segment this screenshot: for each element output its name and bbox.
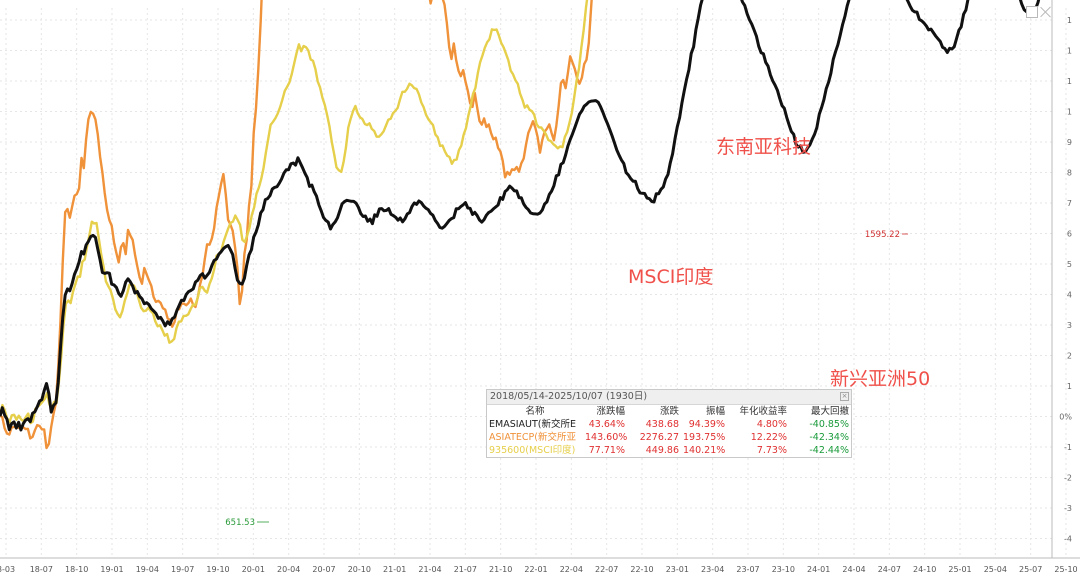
row-change: 438.68: [645, 419, 679, 430]
y-tick-label: 1: [1067, 108, 1072, 117]
x-tick-label: 22-10: [630, 565, 653, 574]
high-value-label: 1595.22: [865, 230, 900, 240]
row-amplitude: 94.39%: [688, 419, 725, 430]
row-name: EMASIAUT(新交所E: [489, 419, 576, 430]
x-tick-label: 24-04: [842, 565, 865, 574]
col-drawdown: 最大回撤: [810, 406, 849, 417]
x-tick-label: 18-07: [30, 565, 53, 574]
row-name: ASIATECP(新交所亚: [489, 432, 576, 443]
y-tick-label: -4: [1064, 535, 1072, 544]
x-tick-label: 23-01: [666, 565, 689, 574]
label-southeast-asia-tech: 东南亚科技: [716, 136, 812, 158]
row-annual: 7.73%: [756, 445, 787, 456]
y-tick-label: 2: [1067, 352, 1072, 361]
row-change-pct: 143.60%: [585, 432, 627, 443]
y-tick-label: 1: [1067, 47, 1072, 56]
y-tick-label: 7: [1067, 199, 1072, 208]
x-tick-label: 25-07: [1019, 565, 1042, 574]
y-tick-label: 1: [1067, 77, 1072, 86]
x-tick-label: 24-07: [878, 565, 901, 574]
y-tick-label: 3: [1067, 321, 1072, 330]
row-amplitude: 140.21%: [683, 445, 726, 456]
row-change-pct: 43.64%: [588, 419, 625, 430]
col-amplitude: 振幅: [705, 406, 725, 417]
stats-grid: 名称 涨跌幅 涨跌 振幅 年化收益率 最大回撤 EMASIAUT(新交所E 43…: [487, 405, 851, 457]
y-tick-label: 4: [1067, 291, 1072, 300]
x-tick-label: 18-10: [65, 565, 88, 574]
x-tick-label: 19-07: [171, 565, 194, 574]
x-tick-label: 21-07: [454, 565, 477, 574]
row-annual: 12.22%: [750, 432, 787, 443]
x-tick-label: 22-04: [560, 565, 583, 574]
col-annual: 年化收益率: [739, 406, 787, 417]
x-tick-label: 19-10: [206, 565, 229, 574]
y-tick-label: -1: [1064, 443, 1072, 452]
stats-header: 2018/05/14-2025/10/07 (1930日) ×: [487, 390, 851, 405]
x-tick-label: 23-07: [736, 565, 759, 574]
y-tick-label: 6: [1067, 230, 1072, 239]
row-change-pct: 77.71%: [588, 445, 625, 456]
stats-header-row: 名称 涨跌幅 涨跌 振幅 年化收益率 最大回撤: [487, 405, 851, 418]
x-tick-label: 20-01: [242, 565, 265, 574]
stats-close-icon[interactable]: ×: [840, 392, 849, 401]
x-tick-label: 21-01: [383, 565, 406, 574]
row-annual: 4.80%: [756, 419, 787, 430]
y-tick-label: 1: [1067, 16, 1072, 25]
x-tick-label: 23-04: [701, 565, 724, 574]
y-tick-label: 1: [1067, 382, 1072, 391]
x-tick-label: 25-10: [1054, 565, 1077, 574]
y-tick-label: 8: [1067, 169, 1072, 178]
x-tick-label: 8-03: [0, 565, 15, 574]
x-tick-label: 21-04: [418, 565, 441, 574]
row-drawdown: -42.34%: [809, 432, 849, 443]
x-tick-label: 22-07: [595, 565, 618, 574]
x-tick-label: 23-10: [772, 565, 795, 574]
table-row[interactable]: EMASIAUT(新交所E 43.64% 438.68 94.39% 4.80%…: [487, 418, 851, 431]
col-change: 涨跌: [659, 406, 679, 417]
y-tick-label: -2: [1064, 474, 1072, 483]
close-icon[interactable]: [1040, 6, 1052, 18]
label-emerging-asia-50: 新兴亚洲50: [830, 368, 931, 390]
table-row[interactable]: ASIATECP(新交所亚 143.60% 2276.27 193.75% 12…: [487, 431, 851, 444]
y-tick-label: -3: [1064, 504, 1072, 513]
x-tick-label: 20-04: [277, 565, 300, 574]
low-value-label: 651.53: [225, 518, 255, 528]
series-line-black: [0, 0, 1041, 432]
x-tick-label: 24-01: [807, 565, 830, 574]
row-amplitude: 193.75%: [683, 432, 726, 443]
table-row[interactable]: 935600(MSCI印度) 77.71% 449.86 140.21% 7.7…: [487, 444, 851, 457]
series-line-yellow: [0, 0, 589, 425]
col-name: 名称: [525, 406, 545, 417]
y-tick-label: 9: [1067, 138, 1072, 147]
row-change: 449.86: [645, 445, 679, 456]
x-tick-label: 25-04: [984, 565, 1007, 574]
x-tick-label: 19-01: [100, 565, 123, 574]
row-drawdown: -40.85%: [809, 419, 849, 430]
label-msci-india: MSCI印度: [628, 266, 714, 288]
row-drawdown: -42.44%: [809, 445, 849, 456]
col-change-pct: 涨跌幅: [596, 406, 625, 417]
y-tick-label: 0%: [1059, 413, 1072, 422]
row-name: 935600(MSCI印度): [489, 445, 576, 456]
x-tick-label: 24-10: [913, 565, 936, 574]
x-tick-label: 25-01: [948, 565, 971, 574]
stats-period: 2018/05/14-2025/10/07 (1930日): [490, 391, 648, 402]
x-tick-label: 20-10: [348, 565, 371, 574]
x-tick-label: 21-10: [489, 565, 512, 574]
row-change: 2276.27: [639, 432, 679, 443]
x-tick-label: 20-07: [312, 565, 335, 574]
maximize-icon[interactable]: [1026, 6, 1038, 18]
x-tick-label: 19-04: [136, 565, 159, 574]
y-tick-label: 5: [1067, 260, 1072, 269]
stats-table: 2018/05/14-2025/10/07 (1930日) × 名称 涨跌幅 涨…: [486, 389, 852, 458]
x-tick-label: 22-01: [524, 565, 547, 574]
